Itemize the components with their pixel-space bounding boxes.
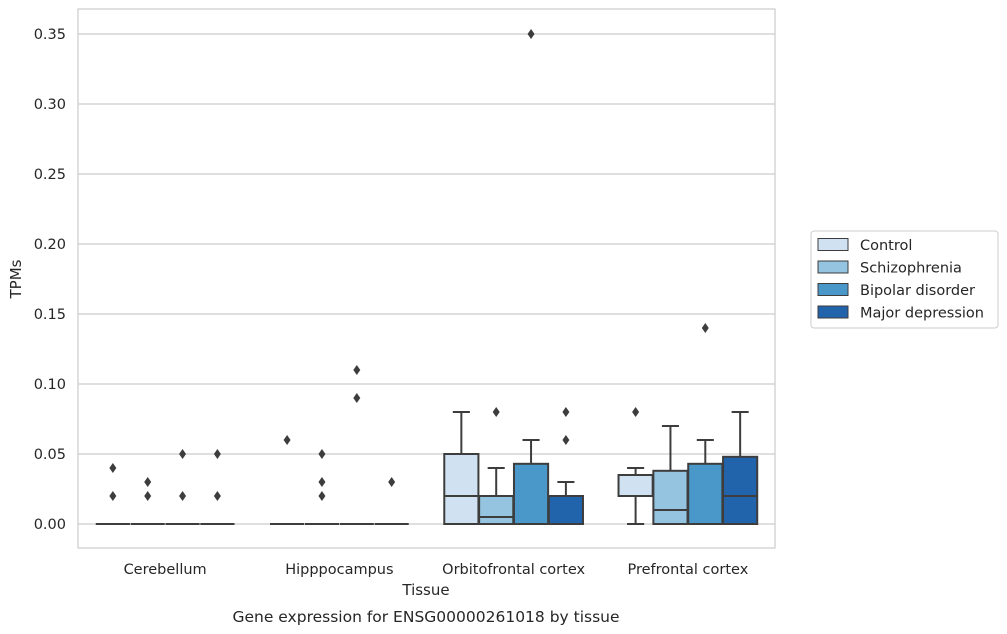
- legend-frame: [810, 230, 999, 329]
- box-control: [617, 407, 654, 525]
- y-tick-label: 0.00: [34, 517, 66, 533]
- legend-swatch: [817, 283, 849, 296]
- legend-label: Schizophrenia: [860, 261, 962, 277]
- legend-label: Control: [860, 238, 912, 254]
- outlier-point: [179, 449, 187, 459]
- x-tick-label: Hipppocampus: [285, 562, 393, 578]
- x-tick-label: Orbitofrontal cortex: [442, 562, 585, 578]
- box-plot-area: [95, 29, 759, 525]
- box-iqr: [478, 495, 515, 525]
- outlier-point: [562, 407, 570, 417]
- box-iqr: [617, 474, 654, 497]
- outlier-point: [318, 491, 326, 501]
- box-major-depression: [547, 407, 584, 525]
- y-tick-label: 0.30: [34, 97, 66, 113]
- x-axis: Cerebellum Hipppocampus Orbitofrontal cort…: [124, 562, 749, 578]
- box-major-depression: [722, 411, 759, 525]
- outlier-point: [388, 477, 396, 487]
- outlier-point: [109, 491, 117, 501]
- y-tick-label: 0.10: [34, 377, 66, 393]
- y-tick-label: 0.35: [34, 27, 66, 43]
- outlier-point: [492, 407, 500, 417]
- box-control: [95, 463, 130, 525]
- legend-label: Bipolar disorder: [860, 283, 975, 299]
- outlier-point: [562, 435, 570, 445]
- box-schizophrenia: [304, 449, 340, 525]
- box-iqr: [547, 495, 584, 525]
- box-iqr: [652, 469, 689, 525]
- y-tick-label: 0.15: [34, 307, 66, 323]
- y-axis-label: TPMs: [7, 259, 25, 299]
- box-bipolar-disorder: [687, 323, 724, 525]
- outlier-point: [353, 393, 361, 403]
- outlier-point: [318, 477, 326, 487]
- x-axis-label: Tissue: [401, 581, 449, 599]
- box-bipolar-disorder: [339, 365, 374, 525]
- outlier-point: [144, 491, 152, 501]
- y-tick-label: 0.25: [34, 167, 66, 183]
- outlier-point: [632, 407, 640, 417]
- legend-swatch: [817, 305, 849, 319]
- box-bipolar-disorder: [512, 29, 550, 525]
- box-schizophrenia: [478, 407, 515, 525]
- box-control: [443, 411, 480, 525]
- outlier-point: [353, 365, 361, 375]
- box-major-depression: [374, 477, 409, 525]
- box-iqr: [443, 453, 480, 525]
- outlier-point: [213, 491, 221, 501]
- outlier-point: [283, 435, 291, 445]
- chart-caption: Gene expression for ENSG00000261018 by t…: [232, 608, 619, 626]
- outlier-point: [527, 29, 535, 39]
- box-bipolar-disorder: [165, 449, 200, 525]
- outlier-point: [318, 449, 326, 459]
- x-tick-label: Cerebellum: [124, 562, 207, 578]
- y-tick-label: 0.20: [34, 237, 66, 253]
- box-schizophrenia: [652, 425, 689, 525]
- box-iqr: [687, 462, 724, 525]
- legend-label: Major depression: [860, 306, 984, 322]
- outlier-point: [179, 491, 187, 501]
- outlier-point: [213, 449, 221, 459]
- box-control: [270, 435, 305, 525]
- legend: Control Schizophrenia Bipolar disorder Majo…: [810, 230, 999, 329]
- x-tick-label: Prefrontal cortex: [627, 562, 748, 578]
- box-major-depression: [200, 449, 235, 525]
- y-axis: 0.00 0.05 0.10 0.15 0.20 0.25 0.30 0.35: [34, 27, 66, 533]
- grid-lines: [78, 33, 775, 525]
- legend-swatch: [817, 260, 849, 274]
- outlier-point: [701, 323, 709, 333]
- legend-swatch: [817, 238, 849, 251]
- box-iqr: [512, 462, 550, 525]
- box-iqr: [722, 455, 759, 525]
- box-schizophrenia: [130, 477, 165, 525]
- plot-frame: [77, 8, 776, 549]
- outlier-point: [109, 463, 117, 473]
- y-tick-label: 0.05: [34, 447, 66, 463]
- outlier-point: [144, 477, 152, 487]
